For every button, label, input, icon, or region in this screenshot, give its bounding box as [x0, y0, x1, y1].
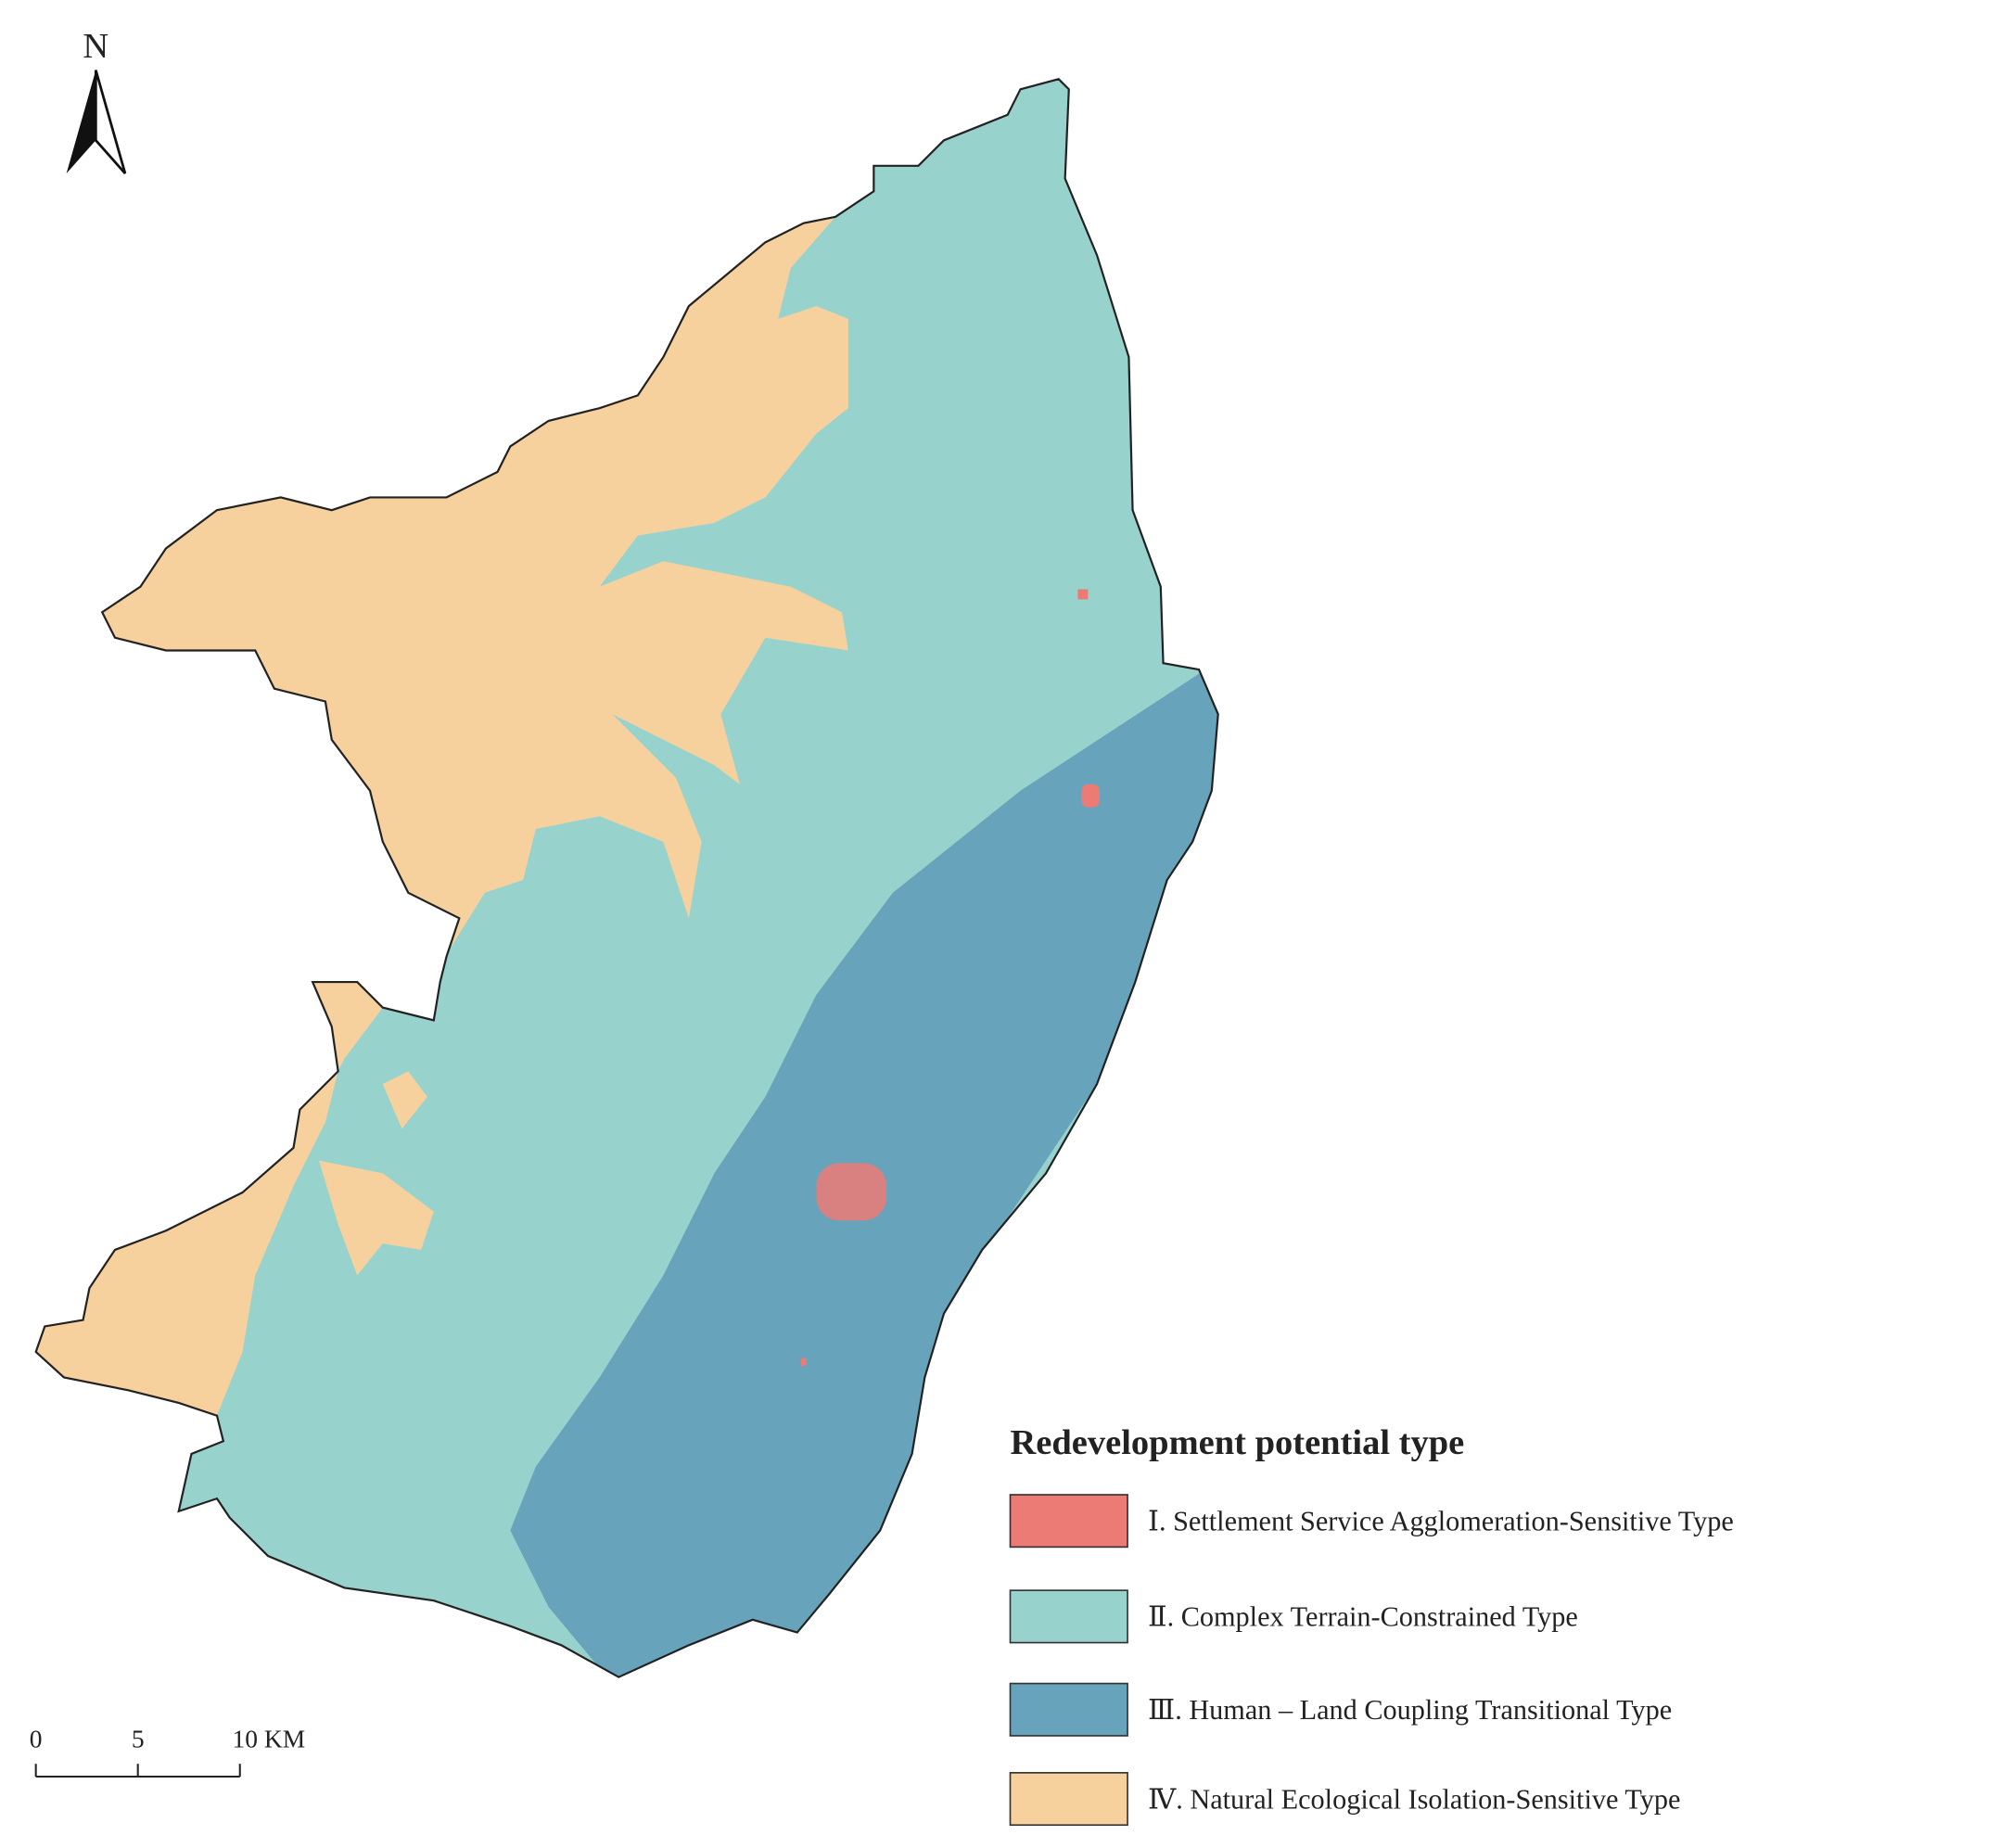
scale-label: 5: [132, 1724, 145, 1752]
legend-label: Ⅱ. Complex Terrain-Constrained Type: [1148, 1601, 1578, 1633]
ecological-area: [382, 1071, 427, 1129]
north-arrow: [94, 70, 127, 174]
ecological-area: [35, 1071, 338, 1416]
north-arrow: [66, 70, 96, 174]
scale-label: 0: [30, 1724, 43, 1752]
legend-title: Redevelopment potential type: [1011, 1423, 1465, 1462]
scale-label: 10 KM: [232, 1724, 305, 1752]
legend-label: Ⅰ. Settlement Service Agglomeration-Sens…: [1148, 1506, 1734, 1537]
legend-label: Ⅳ. Natural Ecological Isolation-Sensitiv…: [1148, 1783, 1680, 1815]
ecological-area: [319, 1160, 434, 1276]
legend-swatch: [1009, 1682, 1128, 1737]
settlement-area: [800, 589, 1100, 1367]
ecological-area: [102, 216, 848, 950]
scale-bar: [34, 1764, 241, 1778]
legend: Ⅰ. Settlement Service Agglomeration-Sens…: [1009, 1494, 1734, 1827]
legend-swatch: [1009, 1589, 1128, 1644]
north-label: N: [83, 27, 108, 66]
legend-label: Ⅲ. Human – Land Coupling Transitional Ty…: [1148, 1694, 1672, 1726]
legend-swatch: [1009, 1772, 1128, 1827]
legend-swatch: [1009, 1494, 1128, 1548]
